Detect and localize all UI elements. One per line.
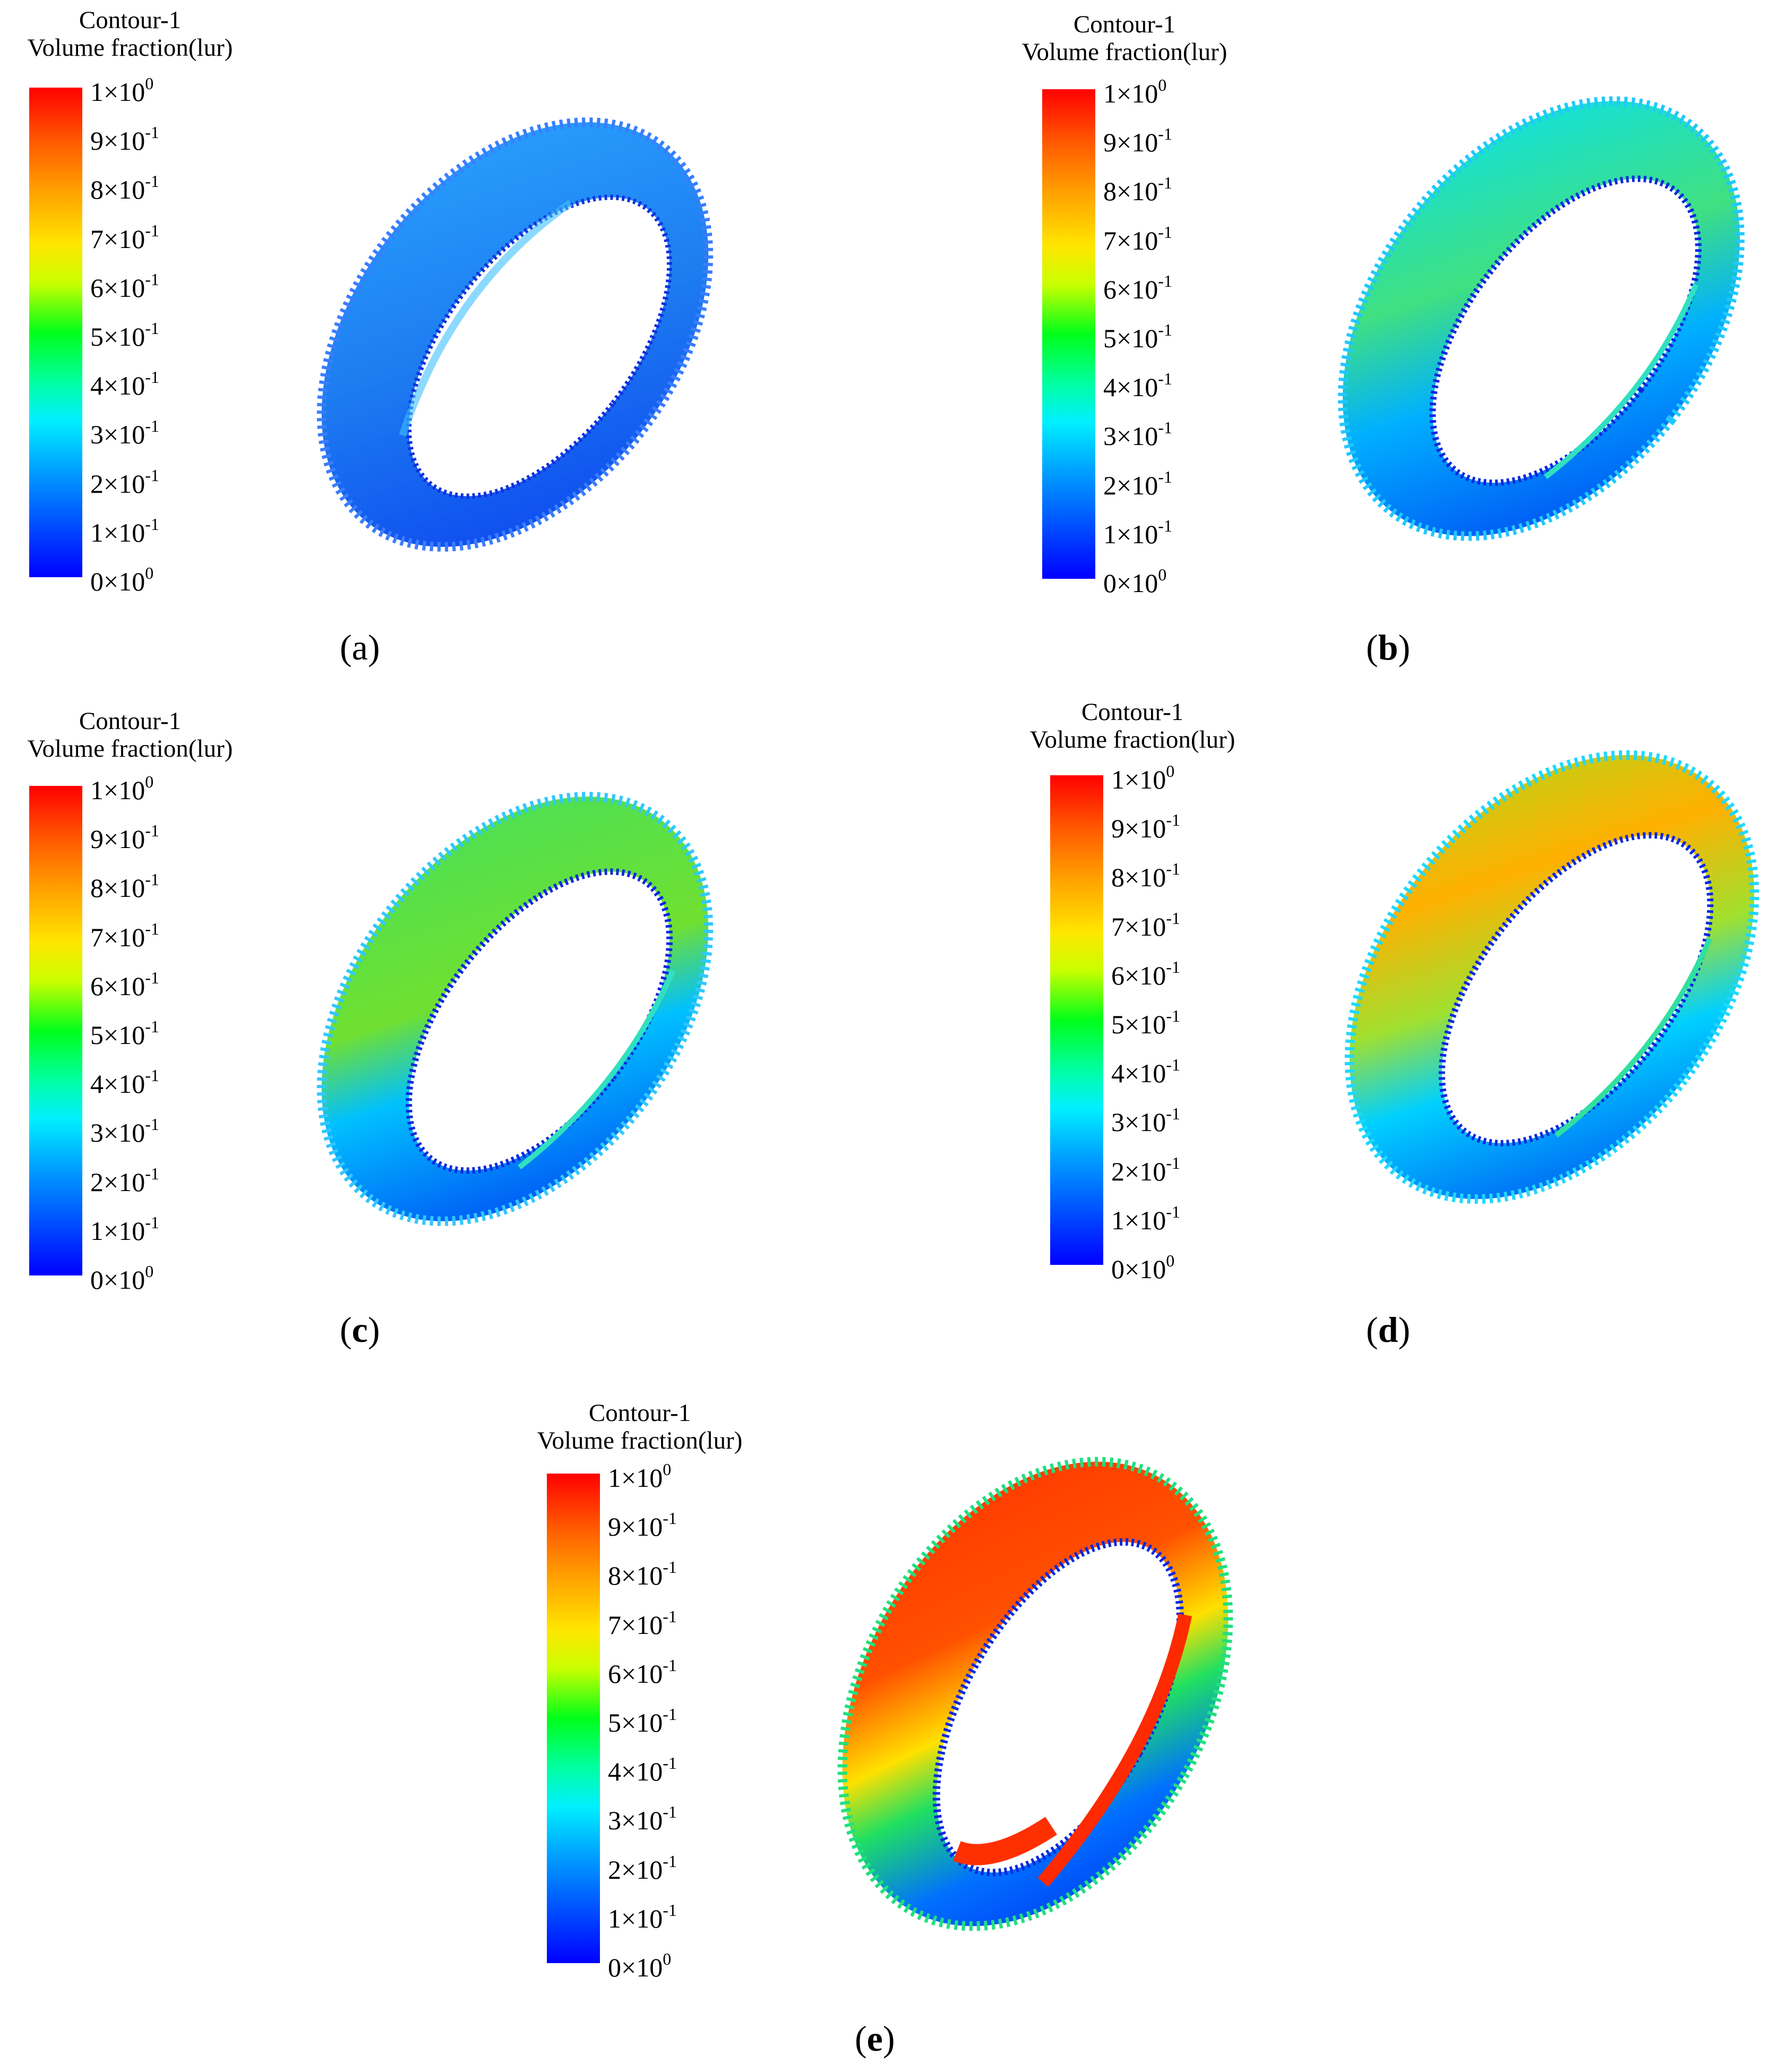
colorbar-tick-label: 4×10-1 [90,1066,159,1099]
panel-label: (e) [855,2018,895,2059]
colorbar-tick-label: 2×10-1 [90,1163,159,1197]
colorbar-ticks: 1×100 9×10-1 8×10-1 7×10-1 6×10-1 5×10-1 4×10-… [1103,75,1220,596]
colorbar-tick-label: 8×10-1 [90,172,159,205]
colorbar-tick-label: 8×10-1 [608,1557,677,1591]
colorbar-tick-label: 1×100 [1103,75,1167,108]
colorbar-tick-label: 1×10-1 [1111,1202,1180,1235]
colorbar-tick-label: 2×10-1 [1111,1153,1180,1186]
legend-title-line1: Contour-1 [79,707,182,735]
colorbar-tick-label: 4×10-1 [608,1753,677,1787]
colorbar-tick-label: 5×10-1 [90,319,159,352]
colorbar-tick-label: 1×100 [90,74,154,107]
panel-label: (c) [340,1309,380,1350]
legend-title-line2: Volume fraction(lur) [1029,726,1235,754]
colorbar-tick-label: 8×10-1 [90,870,159,903]
colorbar-tick-label: 8×10-1 [1111,859,1180,893]
colorbar-tick-label: 2×10-1 [608,1851,677,1885]
colorbar-tick-label: 9×10-1 [1111,810,1180,844]
legend-title-line2: Volume fraction(lur) [1021,38,1227,66]
colorbar-tick-label: 0×100 [1111,1251,1175,1284]
colorbar-tick-label: 3×10-1 [1103,418,1172,451]
colorbar-tick-label: 3×10-1 [1111,1104,1180,1137]
panel-b: Contour-1 Volume fraction(lur) 1×100 9×10… [888,0,1777,690]
legend-title-line2: Volume fraction(lur) [27,735,233,763]
colorbar-tick-label: 5×10-1 [90,1017,159,1050]
colorbar-tick-label: 3×10-1 [90,416,159,450]
colorbar-tick-label: 4×10-1 [90,367,159,401]
colorbar-tick-label: 4×10-1 [1111,1055,1180,1089]
colorbar-tick-label: 9×10-1 [90,821,159,854]
colorbar-tick-label: 6×10-1 [1103,271,1172,304]
colorbar-tick-label: 1×100 [608,1460,672,1493]
colorbar-tick-label: 1×100 [90,772,154,805]
colorbar-tick-label: 9×10-1 [90,123,159,156]
colorbar-tick-label: 0×100 [90,1262,154,1295]
panel-d: Contour-1 Volume fraction(lur) 1×100 9×10… [888,690,1777,1381]
panel-label: (b) [1366,627,1411,667]
colorbar-tick-label: 6×10-1 [1111,957,1180,990]
colorbar-ticks: 1×100 9×10-1 8×10-1 7×10-1 6×10-1 5×10-1 4×10-… [90,74,207,595]
colorbar-tick-label: 0×100 [1103,565,1167,598]
colorbar-tick-label: 7×10-1 [90,220,159,254]
legend-title-line1: Contour-1 [1081,698,1184,726]
colorbar-tick-label: 9×10-1 [608,1509,677,1542]
ring-contour-e [837,1457,1233,1931]
colorbar [29,786,82,1275]
panel-label: (d) [1366,1309,1411,1350]
legend-title: Contour-1 Volume fraction(lur) [21,6,239,62]
legend-title-line1: Contour-1 [1073,11,1176,38]
legend-title: Contour-1 Volume fraction(lur) [21,707,239,763]
colorbar-tick-label: 7×10-1 [1111,908,1180,941]
colorbar [1050,775,1103,1265]
panel-e: Contour-1 Volume fraction(lur) 1×100 9×10… [0,1381,1777,2072]
ring-contour-d [1344,750,1759,1204]
colorbar-tick-label: 0×100 [90,563,154,596]
ring-contour-a [316,117,714,552]
legend-title: Contour-1 Volume fraction(lur) [1024,698,1241,754]
colorbar-tick-label: 3×10-1 [608,1802,677,1836]
colorbar-ticks: 1×100 9×10-1 8×10-1 7×10-1 6×10-1 5×10-1 4×10-… [90,772,207,1293]
colorbar-tick-label: 2×10-1 [90,465,159,499]
colorbar-tick-label: 1×10-1 [90,514,159,547]
ring-contour-b [1337,96,1745,541]
colorbar-tick-label: 9×10-1 [1103,124,1172,158]
legend-title-line1: Contour-1 [79,6,182,34]
colorbar-tick-label: 0×100 [608,1949,672,1982]
colorbar-tick-label: 7×10-1 [90,919,159,952]
colorbar [29,88,82,577]
ring-contour-c [316,792,714,1226]
colorbar-ticks: 1×100 9×10-1 8×10-1 7×10-1 6×10-1 5×10-1 4×10-… [1111,761,1228,1282]
colorbar-tick-label: 5×10-1 [1111,1006,1180,1039]
legend-title-line2: Volume fraction(lur) [27,34,233,62]
colorbar-tick-label: 1×10-1 [608,1900,677,1933]
colorbar-tick-label: 6×10-1 [90,269,159,303]
colorbar-tick-label: 6×10-1 [90,967,159,1001]
colorbar-tick-label: 1×10-1 [1103,516,1172,549]
legend-title: Contour-1 Volume fraction(lur) [531,1399,749,1454]
colorbar-tick-label: 4×10-1 [1103,369,1172,403]
colorbar-tick-label: 5×10-1 [608,1705,677,1737]
panel-label: (a) [340,627,380,667]
colorbar-tick-label: 8×10-1 [1103,173,1172,207]
colorbar-tick-label: 3×10-1 [90,1115,159,1148]
colorbar-tick-label: 1×100 [1111,761,1175,794]
legend-title-line2: Volume fraction(lur) [537,1427,743,1454]
colorbar [547,1474,600,1963]
colorbar-tick-label: 6×10-1 [608,1655,677,1689]
colorbar-tick-label: 5×10-1 [1103,320,1172,353]
legend-title: Contour-1 Volume fraction(lur) [1016,11,1233,66]
colorbar-ticks: 1×100 9×10-1 8×10-1 7×10-1 6×10-1 5×10-1 4×10-… [608,1460,725,1981]
legend-title-line1: Contour-1 [588,1399,691,1427]
colorbar-tick-label: 1×10-1 [90,1212,159,1246]
panel-c: Contour-1 Volume fraction(lur) 1×100 9×10… [0,690,888,1381]
panel-a: Contour-1 Volume fraction(lur) 1×100 9×10… [0,0,888,690]
colorbar-tick-label: 7×10-1 [608,1606,677,1640]
colorbar-tick-label: 7×10-1 [1103,222,1172,255]
colorbar-tick-label: 2×10-1 [1103,467,1172,500]
colorbar [1042,89,1095,579]
